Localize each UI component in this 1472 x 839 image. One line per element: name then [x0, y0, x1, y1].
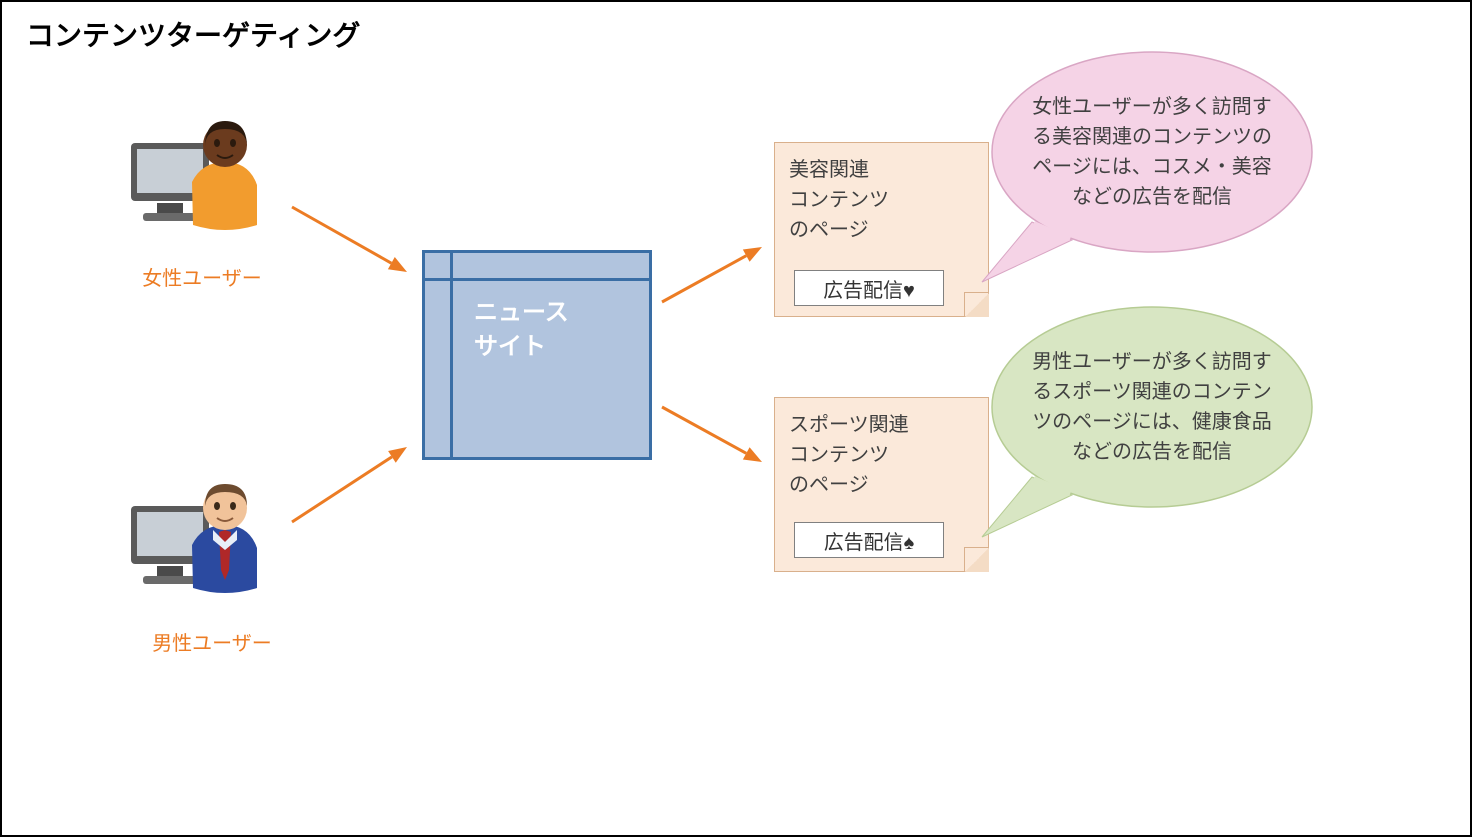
bubble-beauty: 女性ユーザーが多く訪問する美容関連のコンテンツのページには、コスメ・美容などの広… [992, 52, 1312, 252]
note-sports-text: スポーツ関連 コンテンツ のページ [789, 410, 909, 500]
ad-box-sports: 広告配信♠ [794, 522, 944, 558]
arrow-news-to-sports-head [743, 447, 762, 462]
arrow-news-to-sports [662, 407, 746, 453]
arrow-news-to-beauty [662, 256, 746, 302]
user-male-icon [127, 470, 277, 620]
ad-box-beauty: 広告配信♥ [794, 270, 944, 306]
ad-box-beauty-label: 広告配信♥ [823, 274, 915, 303]
news-site-label: ニュース サイト [474, 296, 569, 363]
diagram-canvas: コンテンツターゲティング 女性ユーザー 男性ユーザー [0, 0, 1472, 837]
user-female-icon [127, 107, 277, 257]
diagram-title: コンテンツターゲティング [26, 14, 360, 54]
bubble-sports-text: 男性ユーザーが多く訪問するスポーツ関連のコンテンツのページには、健康食品などの広… [1026, 347, 1278, 467]
arrow-female-to-news-head [388, 257, 407, 272]
news-site-label-line1: ニュース [474, 299, 569, 326]
ad-box-sports-label: 広告配信♠ [824, 526, 915, 555]
note-beauty-text: 美容関連 コンテンツ のページ [789, 155, 889, 245]
arrow-female-to-news [292, 207, 391, 263]
news-site-label-line2: サイト [474, 333, 546, 360]
arrow-male-to-news-head [388, 447, 407, 463]
user-male-label: 男性ユーザー [132, 627, 292, 656]
news-site-box: ニュース サイト [422, 250, 652, 460]
bubble-beauty-text: 女性ユーザーが多く訪問する美容関連のコンテンツのページには、コスメ・美容などの広… [1026, 92, 1278, 212]
arrow-male-to-news [292, 457, 392, 522]
arrow-news-to-beauty-head [743, 247, 762, 262]
bubble-sports: 男性ユーザーが多く訪問するスポーツ関連のコンテンツのページには、健康食品などの広… [992, 307, 1312, 507]
user-female-label: 女性ユーザー [122, 262, 282, 291]
